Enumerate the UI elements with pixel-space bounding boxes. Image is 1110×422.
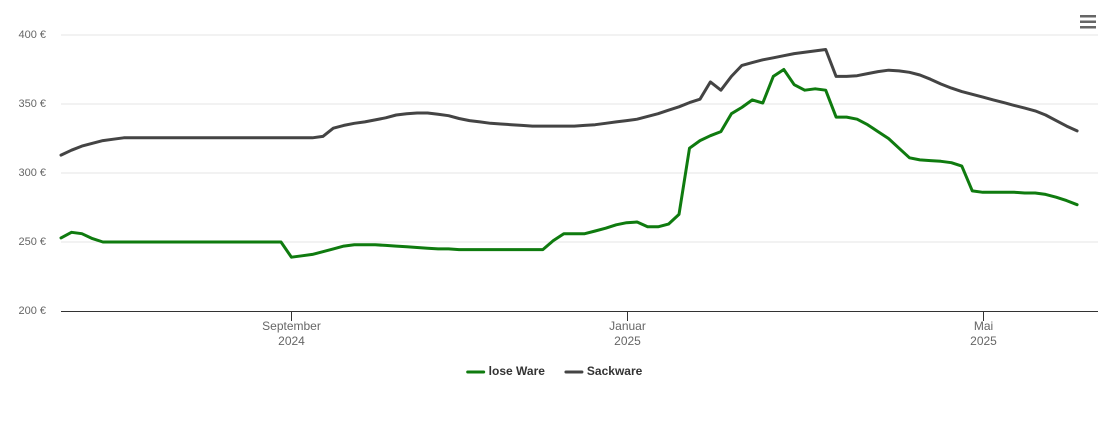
x-tick-label: Mai 2025 [970,319,997,348]
y-tick-label: 350 € [18,98,46,110]
legend-label: lose Ware [489,364,546,378]
x-tick-label: Januar 2025 [609,319,646,348]
y-tick-label: 400 € [18,29,46,41]
menu-button[interactable] [1078,12,1098,32]
x-tick-label: September 2024 [262,319,321,348]
series-line [59,48,1079,157]
y-tick-label: 250 € [18,236,46,248]
legend-item[interactable]: Sackware [564,364,643,378]
y-tick-label: 200 € [18,305,46,317]
legend: lose Ware Sackware [466,364,643,378]
legend-label: Sackware [587,364,643,378]
series-line [59,68,1079,259]
y-tick-label: 300 € [18,167,46,179]
legend-item[interactable]: lose Ware [466,364,546,378]
